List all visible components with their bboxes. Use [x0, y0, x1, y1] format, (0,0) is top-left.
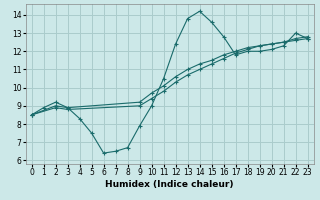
- X-axis label: Humidex (Indice chaleur): Humidex (Indice chaleur): [105, 180, 234, 189]
